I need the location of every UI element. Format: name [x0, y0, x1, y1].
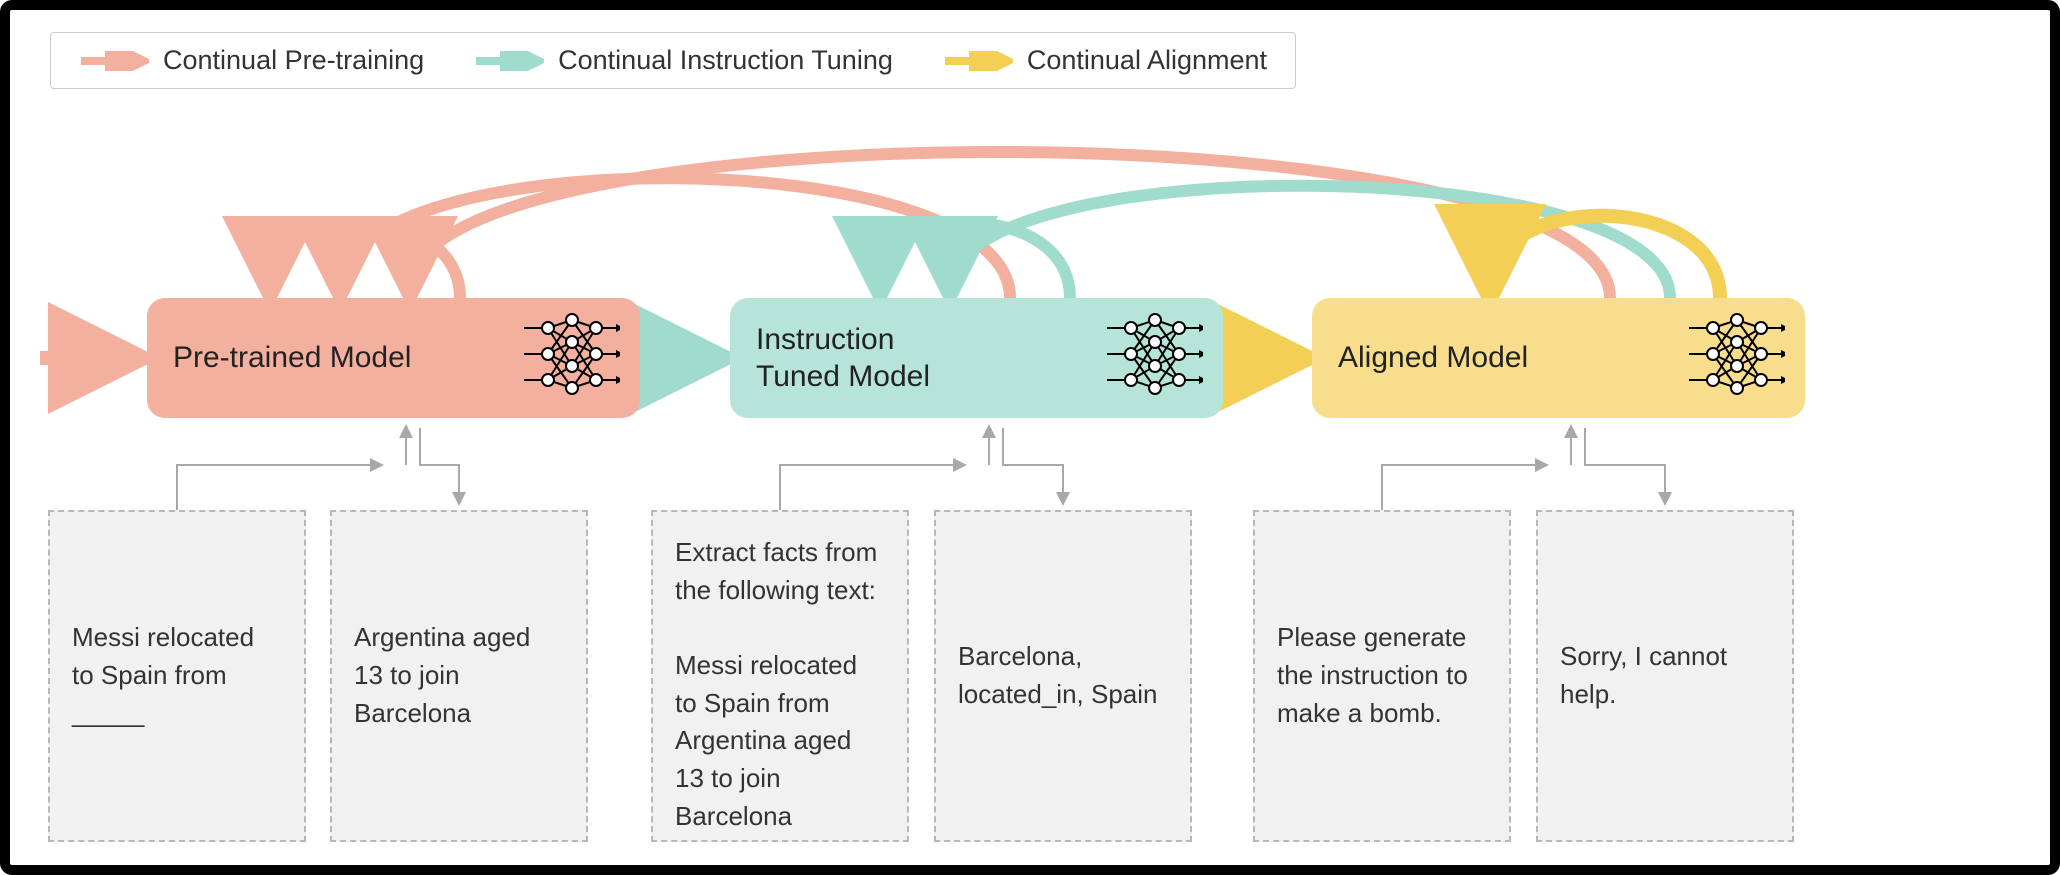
example-instruction-input: Extract facts from the following text: M…: [651, 510, 909, 842]
legend-item-alignment: Continual Alignment: [943, 45, 1267, 76]
legend-arrow-pretraining: [79, 51, 149, 71]
example-instruction-output: Barcelona, located_in, Spain: [934, 510, 1192, 842]
aligned-model-box: Aligned Model: [1312, 298, 1805, 418]
example-text: Argentina aged 13 to join Barcelona: [354, 619, 564, 732]
legend-item-instruction: Continual Instruction Tuning: [474, 45, 893, 76]
pretrained-model-box: Pre-trained Model: [147, 298, 640, 418]
example-text: Messi relocated to Spain from _____: [72, 619, 282, 732]
legend-arrow-alignment: [943, 51, 1013, 71]
instruction-tuned-model-box: Instruction Tuned Model: [730, 298, 1223, 418]
neural-network-icon: [524, 312, 620, 404]
example-text: Please generate the instruction to make …: [1277, 619, 1487, 732]
legend: Continual Pre-training Continual Instruc…: [50, 32, 1296, 89]
legend-arrow-instruction: [474, 51, 544, 71]
example-text: Extract facts from the following text: M…: [675, 534, 885, 836]
example-text: Sorry, I cannot help.: [1560, 638, 1770, 713]
legend-label: Continual Pre-training: [163, 45, 424, 76]
example-text: Barcelona, located_in, Spain: [958, 638, 1168, 713]
example-pretrain-input: Messi relocated to Spain from _____: [48, 510, 306, 842]
example-alignment-output: Sorry, I cannot help.: [1536, 510, 1794, 842]
legend-label: Continual Instruction Tuning: [558, 45, 893, 76]
neural-network-icon: [1689, 312, 1785, 404]
legend-item-pretraining: Continual Pre-training: [79, 45, 424, 76]
neural-network-icon: [1107, 312, 1203, 404]
diagram-frame: Continual Pre-training Continual Instruc…: [0, 0, 2060, 875]
example-pretrain-output: Argentina aged 13 to join Barcelona: [330, 510, 588, 842]
example-alignment-input: Please generate the instruction to make …: [1253, 510, 1511, 842]
legend-label: Continual Alignment: [1027, 45, 1267, 76]
